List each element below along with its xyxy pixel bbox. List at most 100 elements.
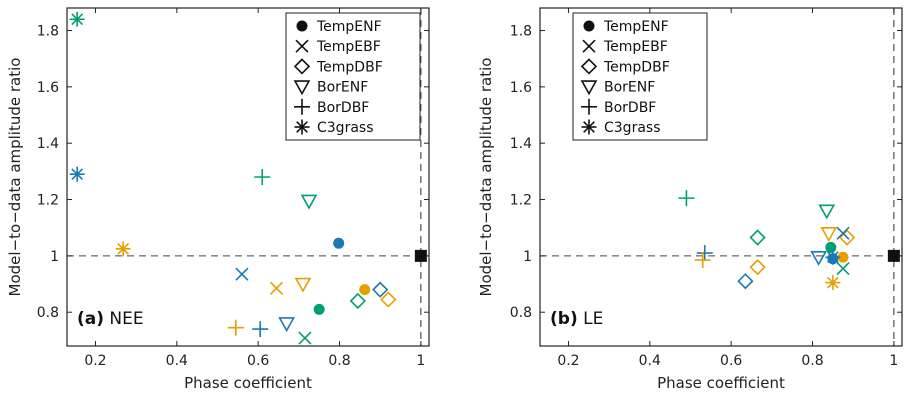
data-point-tempenf (837, 251, 849, 263)
legend-label: BorDBF (604, 100, 656, 116)
y-tick-label: 0.8 (510, 305, 532, 321)
panel-letter: (a) (77, 309, 104, 329)
legend-marker-tempdbf-icon (580, 58, 598, 75)
panel-letter: (b) (550, 309, 578, 329)
legend-label: BorENF (317, 80, 368, 96)
data-point-tempdbf (749, 229, 766, 246)
data-point-c3grass (69, 166, 85, 182)
legend-label: TempEBF (316, 39, 381, 55)
y-tick-label: 1.4 (510, 136, 532, 152)
reference-point-marker (887, 249, 900, 262)
legend-label: TempEBF (603, 39, 668, 55)
x-tick-label: 0.8 (801, 353, 823, 369)
x-tick-label: 0.4 (639, 353, 661, 369)
y-tick-label: 0.8 (37, 305, 59, 321)
x-tick-label: 0.4 (166, 353, 188, 369)
data-point-borenf (300, 194, 318, 210)
x-tick-label: 0.8 (328, 353, 350, 369)
data-point-tempdbf (372, 281, 389, 298)
y-tick-label: 1.8 (37, 24, 59, 40)
legend-label: C3grass (604, 120, 661, 136)
x-tick-label: 1 (416, 353, 425, 369)
legend: TempENF TempEBF TempDBF BorENF BorDBF C3grass (572, 12, 708, 141)
data-point-borenf (278, 317, 296, 333)
legend-box (572, 12, 708, 141)
legend-label: BorDBF (317, 100, 369, 116)
data-point-borenf (820, 227, 838, 242)
data-point-bordbf (696, 245, 713, 262)
x-tick-label: 0.6 (247, 353, 269, 369)
data-point-bordbf (227, 319, 244, 336)
panel-tag: (b) LE (550, 309, 603, 329)
legend-label: BorENF (604, 80, 655, 96)
legend-marker-tempebf-icon (582, 39, 596, 53)
data-point-bordbf (254, 169, 271, 185)
data-point-tempebf (836, 261, 850, 276)
legend-label: TempENF (316, 19, 382, 35)
data-point-tempdbf (838, 229, 856, 246)
y-tick-label: 1.4 (37, 136, 59, 152)
y-axis-title: Model−to−data amplitude ratio (6, 58, 24, 297)
y-tick-label: 1.8 (510, 24, 532, 40)
data-point-c3grass (825, 249, 841, 265)
panel-a-nee: 0.2 0.4 0.6 0.8 1 0.8 1 1.2 1.4 1.6 1.8 Phase coeff… (6, 7, 430, 392)
legend-label: TempENF (603, 19, 669, 35)
legend-marker-borenf-icon (580, 80, 598, 96)
legend-label: C3grass (317, 120, 374, 136)
legend-marker-c3grass-icon (581, 119, 597, 135)
data-point-tempenf (313, 303, 325, 315)
data-point-c3grass (115, 241, 131, 257)
legend-marker-tempdbf-icon (293, 58, 311, 75)
data-point-bordbf (252, 321, 269, 338)
y-tick-label: 1.2 (510, 193, 532, 209)
legend-marker-bordbf-icon (581, 98, 597, 115)
y-axis-title: Model−to−data amplitude ratio (477, 58, 495, 297)
data-point-tempenf (825, 241, 837, 253)
legend-marker-tempenf-icon (583, 20, 595, 32)
data-point-borenf (810, 250, 827, 266)
panel-name: NEE (109, 309, 143, 329)
reference-point-marker (414, 249, 427, 262)
legend-label: TempDBF (603, 59, 670, 75)
data-point-c3grass (69, 11, 85, 27)
data-point-tempebf (269, 281, 284, 295)
data-point-tempdbf (349, 292, 366, 310)
data-point-tempenf (359, 284, 371, 296)
y-tick-label: 1.6 (37, 80, 59, 96)
legend-marker-tempenf-icon (296, 20, 308, 32)
y-tick-label: 1 (50, 249, 59, 265)
data-point-bordbf (694, 252, 711, 269)
x-tick-label: 0.2 (557, 353, 579, 369)
data-point-c3grass (825, 275, 841, 291)
data-point-tempebf (235, 267, 249, 281)
data-point-bordbf (678, 190, 695, 207)
x-axis-title: Phase coefficient (657, 374, 785, 392)
data-point-tempdbf (749, 259, 766, 276)
legend-label: TempDBF (316, 59, 383, 75)
data-point-tempebf (298, 331, 312, 345)
x-axis-title: Phase coefficient (184, 374, 312, 392)
y-tick-label: 1.6 (510, 80, 532, 96)
data-point-tempdbf (737, 273, 754, 290)
x-tick-label: 1 (889, 353, 898, 369)
x-tick-label: 0.2 (84, 353, 106, 369)
x-tick-label: 0.6 (720, 353, 742, 369)
legend-marker-bordbf-icon (294, 98, 310, 115)
data-point-tempebf (836, 226, 850, 240)
panel-b-le: 0.2 0.4 0.6 0.8 1 0.8 1 1.2 1.4 1.6 1.8 Phase coeff… (477, 7, 903, 392)
legend-marker-c3grass-icon (294, 119, 310, 135)
data-point-tempenf (333, 237, 345, 249)
panel-tag: (a) NEE (77, 309, 144, 329)
legend-marker-borenf-icon (293, 80, 311, 96)
data-point-tempdbf (380, 291, 397, 308)
y-tick-label: 1 (523, 249, 532, 265)
legend: TempENF TempEBF TempDBF BorENF BorDBF C3grass (285, 12, 421, 141)
plot-frame (539, 7, 903, 347)
data-point-borenf (294, 277, 312, 293)
panel-name: LE (583, 309, 603, 329)
legend-box (285, 12, 421, 141)
plot-frame (66, 7, 430, 347)
data-point-borenf (818, 204, 836, 220)
legend-marker-tempebf-icon (295, 39, 309, 53)
y-tick-label: 1.2 (37, 193, 59, 209)
